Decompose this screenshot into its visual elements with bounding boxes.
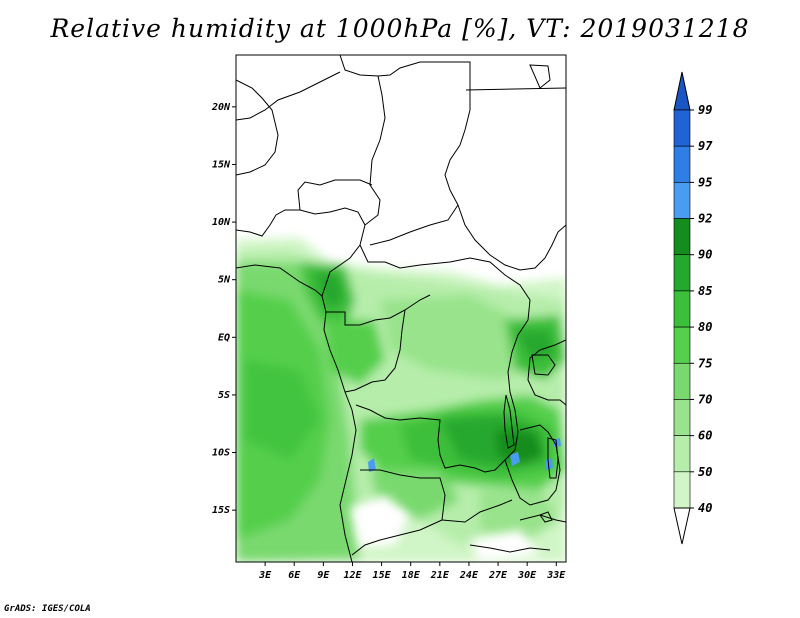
lon-tick-label: 30E xyxy=(517,570,537,581)
lat-tick-label: EQ xyxy=(218,332,230,343)
colorbar-top-arrow xyxy=(673,71,691,111)
map-title: Relative humidity at 1000hPa [%], VT: 20… xyxy=(50,14,750,43)
colorbar-label: 80 xyxy=(698,320,712,334)
lat-tick-label: 10N xyxy=(212,217,231,228)
colorbar-label: 50 xyxy=(698,465,712,479)
colorbar-segment xyxy=(673,109,691,147)
colorbar-segment xyxy=(673,435,691,473)
colorbar-label: 97 xyxy=(698,139,713,153)
lon-tick-label: 15E xyxy=(373,570,392,581)
lat-tick-label: 10S xyxy=(212,448,230,459)
lon-tick-label: 3E xyxy=(258,570,272,581)
lon-tick-label: 6E xyxy=(288,570,301,581)
colorbar-segment xyxy=(673,145,691,183)
map-frame xyxy=(235,54,567,563)
lat-tick-label: 15S xyxy=(212,505,230,516)
colorbar-segment xyxy=(673,290,691,328)
lon-tick-label: 12E xyxy=(343,570,362,581)
lat-tick-label: 15N xyxy=(212,159,231,170)
colorbar-label: 92 xyxy=(698,212,712,226)
lon-tick-label: 33E xyxy=(546,570,566,581)
lon-tick-label: 21E xyxy=(430,570,450,581)
colorbar-segment xyxy=(673,326,691,364)
colorbar-label: 90 xyxy=(698,248,712,262)
grads-credit: GrADS: IGES/COLA xyxy=(4,604,91,614)
lat-tick-label: 5S xyxy=(218,390,230,401)
latitude-axis: 20N 15N 10N 5N EQ 5S 10S 15S xyxy=(211,102,236,516)
boundaries xyxy=(236,55,566,562)
colorbar-bottom-arrow xyxy=(673,507,691,545)
colorbar-label: 60 xyxy=(698,429,712,443)
lon-tick-label: 27E xyxy=(488,570,508,581)
colorbar-label: 99 xyxy=(698,103,712,117)
longitude-axis: 3E 6E 9E 12E 15E 18E 21E 24E 27E 30E 33E xyxy=(258,562,566,581)
lon-tick-label: 24E xyxy=(459,570,479,581)
colorbar: 99 97 95 92 90 85 80 75 70 60 50 40 xyxy=(673,71,713,545)
colorbar-segment xyxy=(673,218,691,256)
colorbar-label: 95 xyxy=(698,175,712,189)
colorbar-segment xyxy=(673,362,691,400)
colorbar-label: 40 xyxy=(698,501,712,515)
colorbar-label: 75 xyxy=(698,356,712,370)
lat-tick-label: 20N xyxy=(211,102,231,113)
lon-tick-label: 18E xyxy=(402,570,421,581)
colorbar-label: 85 xyxy=(698,284,712,298)
lon-tick-label: 9E xyxy=(317,570,330,581)
colorbar-label: 70 xyxy=(698,392,712,406)
colorbar-segment xyxy=(673,182,691,219)
lat-tick-label: 5N xyxy=(218,275,231,286)
colorbar-segment xyxy=(673,254,691,292)
colorbar-segment xyxy=(673,399,691,436)
colorbar-segment xyxy=(673,471,691,509)
humidity-field xyxy=(236,55,566,562)
